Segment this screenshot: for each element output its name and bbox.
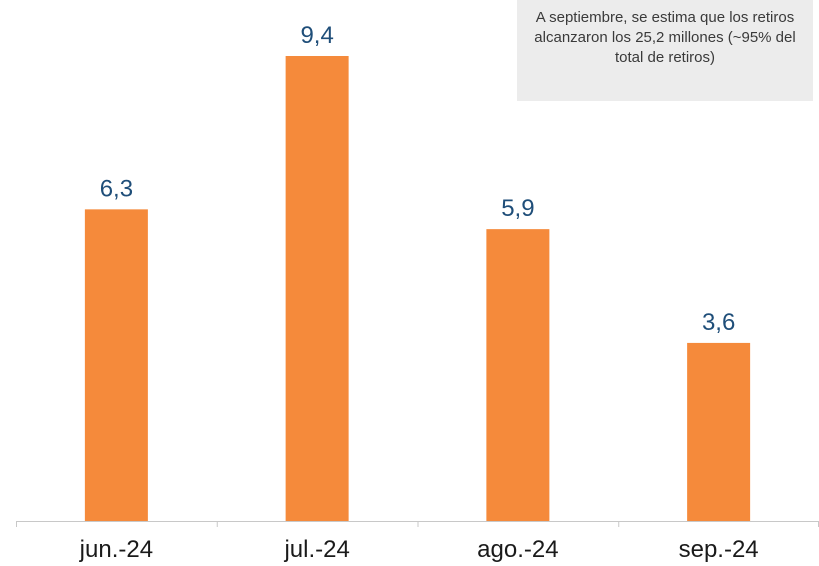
x-tick-label: jun.-24: [79, 536, 153, 563]
x-tick-label: jul.-24: [283, 536, 349, 563]
data-label: 5,9: [501, 195, 534, 222]
annotation-box: A septiembre, se estima que los retiros …: [517, 0, 813, 101]
data-label: 6,3: [100, 175, 133, 202]
data-label: 9,4: [300, 22, 333, 49]
bar: [687, 342, 751, 521]
x-tick-label: sep.-24: [679, 536, 759, 563]
annotation-text: A septiembre, se estima que los retiros …: [534, 9, 796, 66]
bar: [285, 56, 349, 521]
data-label: 3,6: [702, 309, 735, 336]
x-axis-tick-labels-group: jun.-24 jul.-24 ago.-24 sep.-24: [79, 536, 759, 563]
bar: [84, 209, 148, 521]
bar: [486, 229, 550, 521]
bars-group: [84, 56, 751, 521]
data-labels-group: 6,3 9,4 5,9 3,6: [100, 22, 736, 336]
x-tick-label: ago.-24: [477, 536, 558, 563]
